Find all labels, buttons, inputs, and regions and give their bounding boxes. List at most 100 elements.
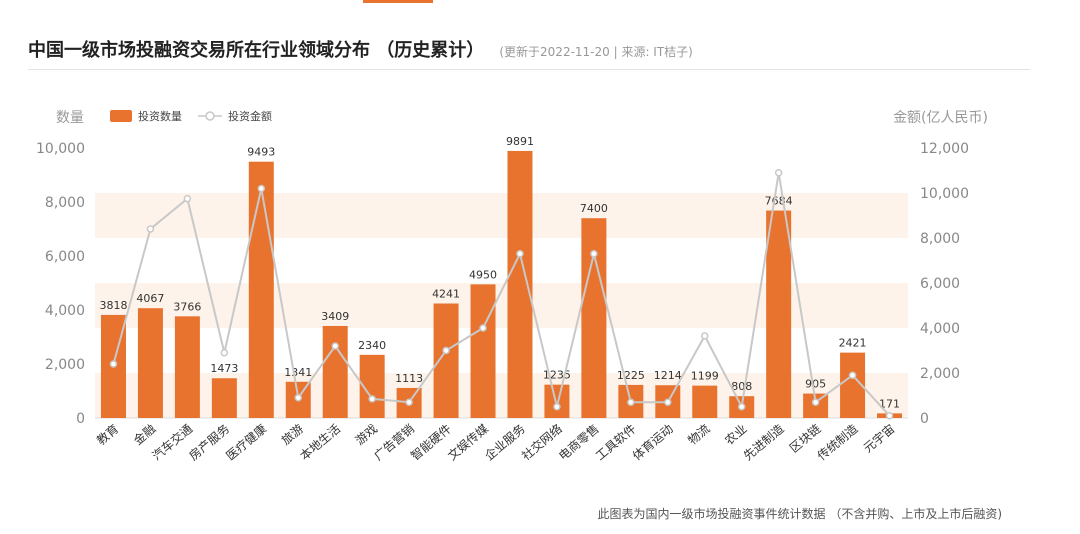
bar xyxy=(692,385,718,418)
amount-point xyxy=(146,225,155,233)
legend-line-label: 投资金额 xyxy=(228,109,272,123)
amount-point xyxy=(331,342,339,350)
x-category-label: 传统制造 xyxy=(814,421,860,463)
bar-value-label: 3766 xyxy=(173,300,201,313)
amount-point xyxy=(183,194,192,203)
y-right-tick-label: 2,000 xyxy=(920,366,960,382)
x-category-label: 医疗健康 xyxy=(223,421,269,463)
y-left-tick-label: 8,000 xyxy=(45,195,85,211)
bar-value-label: 7400 xyxy=(580,202,608,215)
amount-point xyxy=(220,349,229,357)
bar xyxy=(433,303,459,418)
amount-point xyxy=(294,394,302,402)
amount-point xyxy=(109,360,118,368)
legend-bar-label: 投资数量 xyxy=(138,109,182,123)
amount-point xyxy=(811,398,820,406)
x-category-label: 房产服务 xyxy=(186,421,232,463)
bar-value-label: 9493 xyxy=(247,146,275,159)
bar xyxy=(507,150,533,418)
x-category-label: 先进制造 xyxy=(741,422,787,464)
y-right-tick-label: 4,000 xyxy=(920,321,960,337)
y-left-tick-label: 0 xyxy=(76,411,85,427)
y-left-tick-label: 10,000 xyxy=(36,141,85,157)
amount-point xyxy=(701,332,709,340)
x-category-label: 农业 xyxy=(722,422,749,448)
bar-value-label: 905 xyxy=(805,378,826,391)
amount-point xyxy=(848,371,857,379)
bar-value-label: 9891 xyxy=(506,135,534,148)
legend-bar-swatch xyxy=(110,110,132,122)
x-category-label: 物流 xyxy=(685,422,712,448)
bar-value-label: 3409 xyxy=(321,310,349,323)
y-right-tick-label: 6,000 xyxy=(920,276,960,292)
active-tab-indicator xyxy=(363,0,433,3)
x-category-label: 体育运动 xyxy=(629,421,675,463)
x-category-label: 社交网络 xyxy=(518,421,564,463)
y-left-axis-title: 数量 xyxy=(56,110,84,126)
amount-line xyxy=(112,172,891,417)
x-category-label: 汽车交通 xyxy=(149,421,195,463)
bar-value-label: 4950 xyxy=(469,268,497,281)
x-category-label: 广告营销 xyxy=(371,422,417,464)
bar-value-label: 1113 xyxy=(395,372,423,385)
bar xyxy=(137,308,163,418)
amount-point xyxy=(442,346,450,355)
bar xyxy=(544,384,570,418)
x-category-label: 元宇宙 xyxy=(860,421,897,456)
amount-point xyxy=(664,398,672,406)
bar-value-label: 1473 xyxy=(210,362,238,375)
bar-value-label: 1214 xyxy=(654,369,682,382)
chart-footnote: 此图表为国内一级市场投融资事件统计数据 （不含并购、上市及上市后融资) xyxy=(597,507,1003,521)
y-right-tick-label: 0 xyxy=(920,411,929,427)
y-right-axis-title: 金额(亿人民币) xyxy=(893,110,988,126)
x-category-label: 企业服务 xyxy=(481,421,527,463)
bar-value-label: 808 xyxy=(731,380,752,393)
bar-value-label: 1199 xyxy=(691,370,719,383)
header-divider xyxy=(28,69,1030,70)
x-category-label: 工具软件 xyxy=(593,422,639,464)
x-category-label: 旅游 xyxy=(279,422,306,448)
chart-subtitle: (更新于2022-11-20 | 来源: IT桔子) xyxy=(499,45,693,59)
y-right-tick-label: 10,000 xyxy=(920,186,969,202)
x-category-label: 文娱传媒 xyxy=(445,421,491,463)
bar-value-label: 4241 xyxy=(432,287,460,300)
bar-value-label: 171 xyxy=(879,397,900,410)
y-right-tick-label: 12,000 xyxy=(920,141,969,157)
amount-point xyxy=(257,184,266,193)
bar xyxy=(174,316,200,418)
bar xyxy=(470,284,496,418)
bar-value-label: 3818 xyxy=(99,299,127,312)
bar xyxy=(211,378,237,418)
amount-point xyxy=(553,403,561,411)
chart-title: 中国一级市场投融资交易所在行业领域分布 （历史累计） xyxy=(28,40,485,61)
bar xyxy=(581,218,607,418)
y-left-tick-label: 2,000 xyxy=(45,357,85,373)
bar-value-label: 2421 xyxy=(839,337,867,350)
bar xyxy=(248,161,274,418)
legend-line-marker xyxy=(205,111,215,121)
bar-value-label: 2340 xyxy=(358,339,386,352)
amount-point xyxy=(516,250,524,258)
amount-point xyxy=(737,403,746,411)
chart-header: 中国一级市场投融资交易所在行业领域分布 （历史累计） (更新于2022-11-2… xyxy=(28,36,1028,68)
amount-point xyxy=(479,324,487,332)
x-category-label: 智能硬件 xyxy=(408,421,454,463)
bar-value-label: 1225 xyxy=(617,369,645,382)
bar-value-label: 1235 xyxy=(543,369,571,382)
amount-point xyxy=(885,412,894,420)
bar-value-label: 1341 xyxy=(284,366,312,379)
amount-point xyxy=(590,250,598,258)
amount-point xyxy=(627,398,635,406)
y-left-tick-label: 6,000 xyxy=(45,249,85,265)
x-category-label: 教育 xyxy=(93,421,121,448)
bar xyxy=(322,325,348,418)
x-category-label: 电商零售 xyxy=(555,421,601,463)
y-left-tick-label: 4,000 xyxy=(45,303,85,319)
bar-value-label: 7684 xyxy=(765,195,793,208)
x-category-label: 游戏 xyxy=(353,422,380,448)
amount-point xyxy=(368,395,376,403)
amount-point xyxy=(774,169,783,177)
bar-value-label: 4067 xyxy=(136,292,164,305)
bar xyxy=(766,210,792,418)
